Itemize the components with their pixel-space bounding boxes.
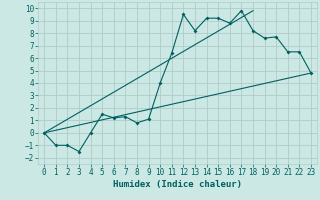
- X-axis label: Humidex (Indice chaleur): Humidex (Indice chaleur): [113, 180, 242, 189]
